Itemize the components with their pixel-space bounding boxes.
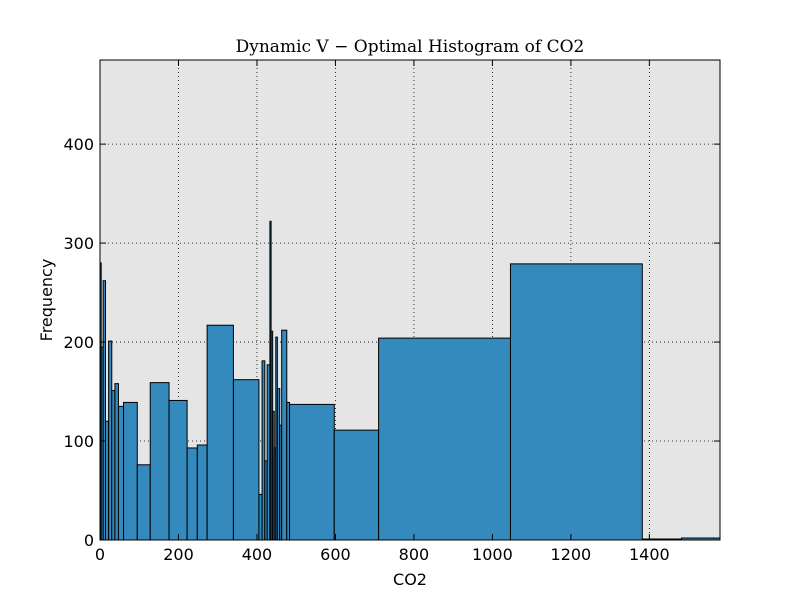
- histogram-bar: [333, 429, 380, 541]
- histogram-bars: [99, 220, 721, 541]
- histogram-bar: [281, 329, 288, 541]
- histogram-bar: [123, 401, 138, 541]
- x-tick-label: 200: [163, 545, 194, 564]
- histogram-bar: [509, 263, 643, 541]
- histogram-bar: [136, 464, 151, 541]
- x-tick-label: 1400: [629, 545, 670, 564]
- y-tick-label: 300: [63, 234, 94, 253]
- y-tick-label: 0: [84, 531, 94, 550]
- histogram-bar: [206, 324, 234, 541]
- histogram-bar: [289, 403, 335, 541]
- y-tick-label: 400: [63, 135, 94, 154]
- chart-title: Dynamic V − Optimal Histogram of CO2: [236, 37, 585, 57]
- x-tick-label: 600: [320, 545, 351, 564]
- x-tick-label: 0: [95, 545, 105, 564]
- histogram-bar: [168, 399, 188, 541]
- histogram-bar: [196, 444, 208, 541]
- x-axis-label: CO2: [393, 570, 427, 589]
- histogram-bar: [186, 447, 198, 541]
- x-tick-label: 400: [242, 545, 273, 564]
- histogram-bar: [232, 379, 260, 541]
- histogram-bar: [114, 383, 119, 541]
- y-axis-label: Frequency: [37, 259, 56, 342]
- y-tick-label: 200: [63, 333, 94, 352]
- y-tick-label: 100: [63, 432, 94, 451]
- histogram-bar: [378, 337, 511, 541]
- x-tick-label: 800: [399, 545, 430, 564]
- x-tick-label: 1000: [472, 545, 513, 564]
- histogram-bar: [149, 382, 170, 541]
- axis-ticks: 0 200 400 600 800 1000 1200 1400 0 100 200 300 400: [63, 60, 720, 564]
- histogram-bar: [117, 405, 125, 541]
- x-tick-label: 1200: [551, 545, 592, 564]
- plot-frame: [99, 59, 721, 541]
